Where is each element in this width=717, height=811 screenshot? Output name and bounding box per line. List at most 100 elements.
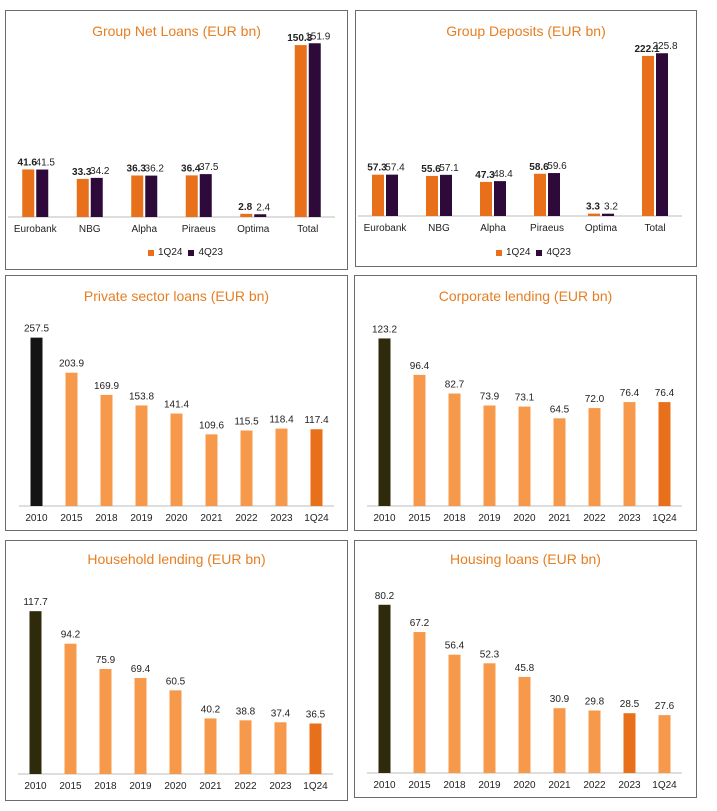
bar (553, 418, 566, 506)
data-label: 75.9 (96, 655, 116, 666)
x-tick-label: Eurobank (14, 224, 58, 235)
bar (658, 715, 671, 773)
legend-label: 1Q24 (506, 247, 531, 258)
data-label: 169.9 (94, 381, 119, 392)
bar-1q24 (240, 213, 253, 217)
bar (275, 428, 288, 506)
data-label: 41.6 (18, 157, 38, 168)
data-label: 117.4 (304, 415, 329, 426)
bar-chart-deposits: Eurobank 57.357.4 NBG 55.657.1 Alpha 47.348.4… (358, 41, 682, 234)
legend-swatch-1q24 (496, 249, 502, 256)
x-tick-label: 2021 (548, 780, 571, 791)
bar-4q23 (254, 214, 267, 217)
data-label: 3.2 (604, 202, 618, 213)
bar (100, 394, 113, 506)
x-tick-label: 2022 (583, 780, 606, 791)
x-tick-label: Optima (585, 223, 618, 234)
x-tick-label: 2023 (269, 781, 292, 792)
x-tick-label: Piraeus (182, 224, 216, 235)
x-tick-label: NBG (428, 223, 450, 234)
bar-1q24 (642, 55, 654, 216)
bar (413, 374, 426, 506)
data-label: 109.6 (199, 420, 224, 431)
legend-label: 4Q23 (546, 247, 571, 258)
x-tick-label: 2020 (513, 780, 536, 791)
bar (169, 690, 182, 774)
chart-title: Corporate lending (EUR bn) (438, 288, 613, 304)
x-tick-label: 2010 (373, 513, 396, 524)
bar-4q23 (656, 53, 668, 216)
bar (64, 643, 77, 774)
bar (29, 611, 42, 774)
data-label: 73.9 (480, 391, 500, 402)
bar-chart-net-loans: Eurobank 41.641.5 NBG 33.334.2 Alpha 36.336.2… (8, 31, 335, 235)
chart-panel-household: Household lending (EUR bn) 117.7 2010 94.2… (5, 540, 348, 801)
bar-1q24 (372, 174, 384, 216)
x-tick-label: 2022 (234, 781, 257, 792)
bar-1q24 (131, 175, 144, 217)
bar-4q23 (494, 181, 506, 216)
bar (588, 710, 601, 773)
bar-chart-private-sector: 257.5 2010 203.9 2015 169.9 2018 153.8 2019 141.… (19, 324, 334, 524)
data-label: 48.4 (493, 169, 513, 180)
data-label: 30.9 (550, 694, 570, 705)
x-tick-label: 2015 (408, 513, 431, 524)
bar-4q23 (386, 174, 398, 216)
x-tick-label: 2019 (478, 513, 501, 524)
chart-panel-housing: Housing loans (EUR bn) 80.2 2010 67.2 2015 5… (354, 540, 697, 798)
chart-title: Group Net Loans (EUR bn) (92, 23, 261, 39)
bar-4q23 (36, 169, 49, 217)
x-tick-label: 2023 (270, 513, 293, 524)
x-tick-label: 1Q24 (652, 513, 677, 524)
bar-1q24 (480, 181, 492, 216)
bar-4q23 (602, 213, 614, 216)
data-label: 29.8 (585, 696, 605, 707)
data-label: 225.8 (652, 41, 677, 52)
bar (518, 406, 531, 506)
data-label: 222.1 (634, 44, 659, 55)
bar (65, 372, 78, 506)
bar (623, 713, 636, 773)
data-label: 80.2 (375, 591, 395, 602)
bar-4q23 (199, 174, 212, 217)
bar-4q23 (548, 173, 560, 216)
x-tick-label: 2010 (25, 513, 48, 524)
x-tick-label: 2018 (94, 781, 117, 792)
x-tick-label: 2021 (199, 781, 222, 792)
bar (413, 632, 426, 773)
data-label: 45.8 (515, 663, 535, 674)
bar (378, 338, 391, 506)
bar-4q23 (90, 177, 103, 217)
x-tick-label: 2021 (548, 513, 571, 524)
legend-label: 1Q24 (158, 247, 183, 258)
data-label: 76.4 (655, 388, 675, 399)
data-label: 36.3 (127, 163, 147, 174)
data-label: 2.8 (238, 202, 252, 213)
chart-panel-private-sector: Private sector loans (EUR bn) 257.5 2010 2… (5, 275, 348, 531)
chart-title: Household lending (EUR bn) (87, 551, 266, 567)
x-tick-label: Eurobank (364, 223, 408, 234)
data-label: 141.4 (164, 400, 189, 411)
x-tick-label: 2018 (443, 780, 466, 791)
data-label: 153.8 (129, 391, 154, 402)
x-tick-label: Total (644, 223, 665, 234)
bar (170, 413, 183, 506)
x-tick-label: 1Q24 (652, 780, 677, 791)
data-label: 82.7 (445, 380, 465, 391)
x-tick-label: 2019 (130, 513, 153, 524)
chart-panel-net-loans: Group Net Loans (EUR bn) Eurobank 41.6 41.… (5, 10, 348, 270)
chart-panel-deposits: Group Deposits (EUR bn) Eurobank 57.3 57.4… (355, 10, 697, 267)
x-tick-label: 2015 (408, 780, 431, 791)
data-label: 28.5 (620, 699, 640, 710)
x-tick-label: 2020 (513, 513, 536, 524)
bar-4q23 (308, 43, 321, 217)
bar (310, 429, 323, 506)
chart-legend: 1Q24 4Q23 (496, 247, 573, 258)
x-tick-label: 2018 (95, 513, 118, 524)
data-label: 2.4 (256, 202, 270, 213)
bar (240, 430, 253, 506)
bar (553, 708, 566, 773)
data-label: 96.4 (410, 361, 430, 372)
bar-chart-housing: 80.2 2010 67.2 2015 56.4 2018 52.3 2019 45.8 2020… (367, 591, 682, 791)
bar-1q24 (185, 175, 198, 217)
